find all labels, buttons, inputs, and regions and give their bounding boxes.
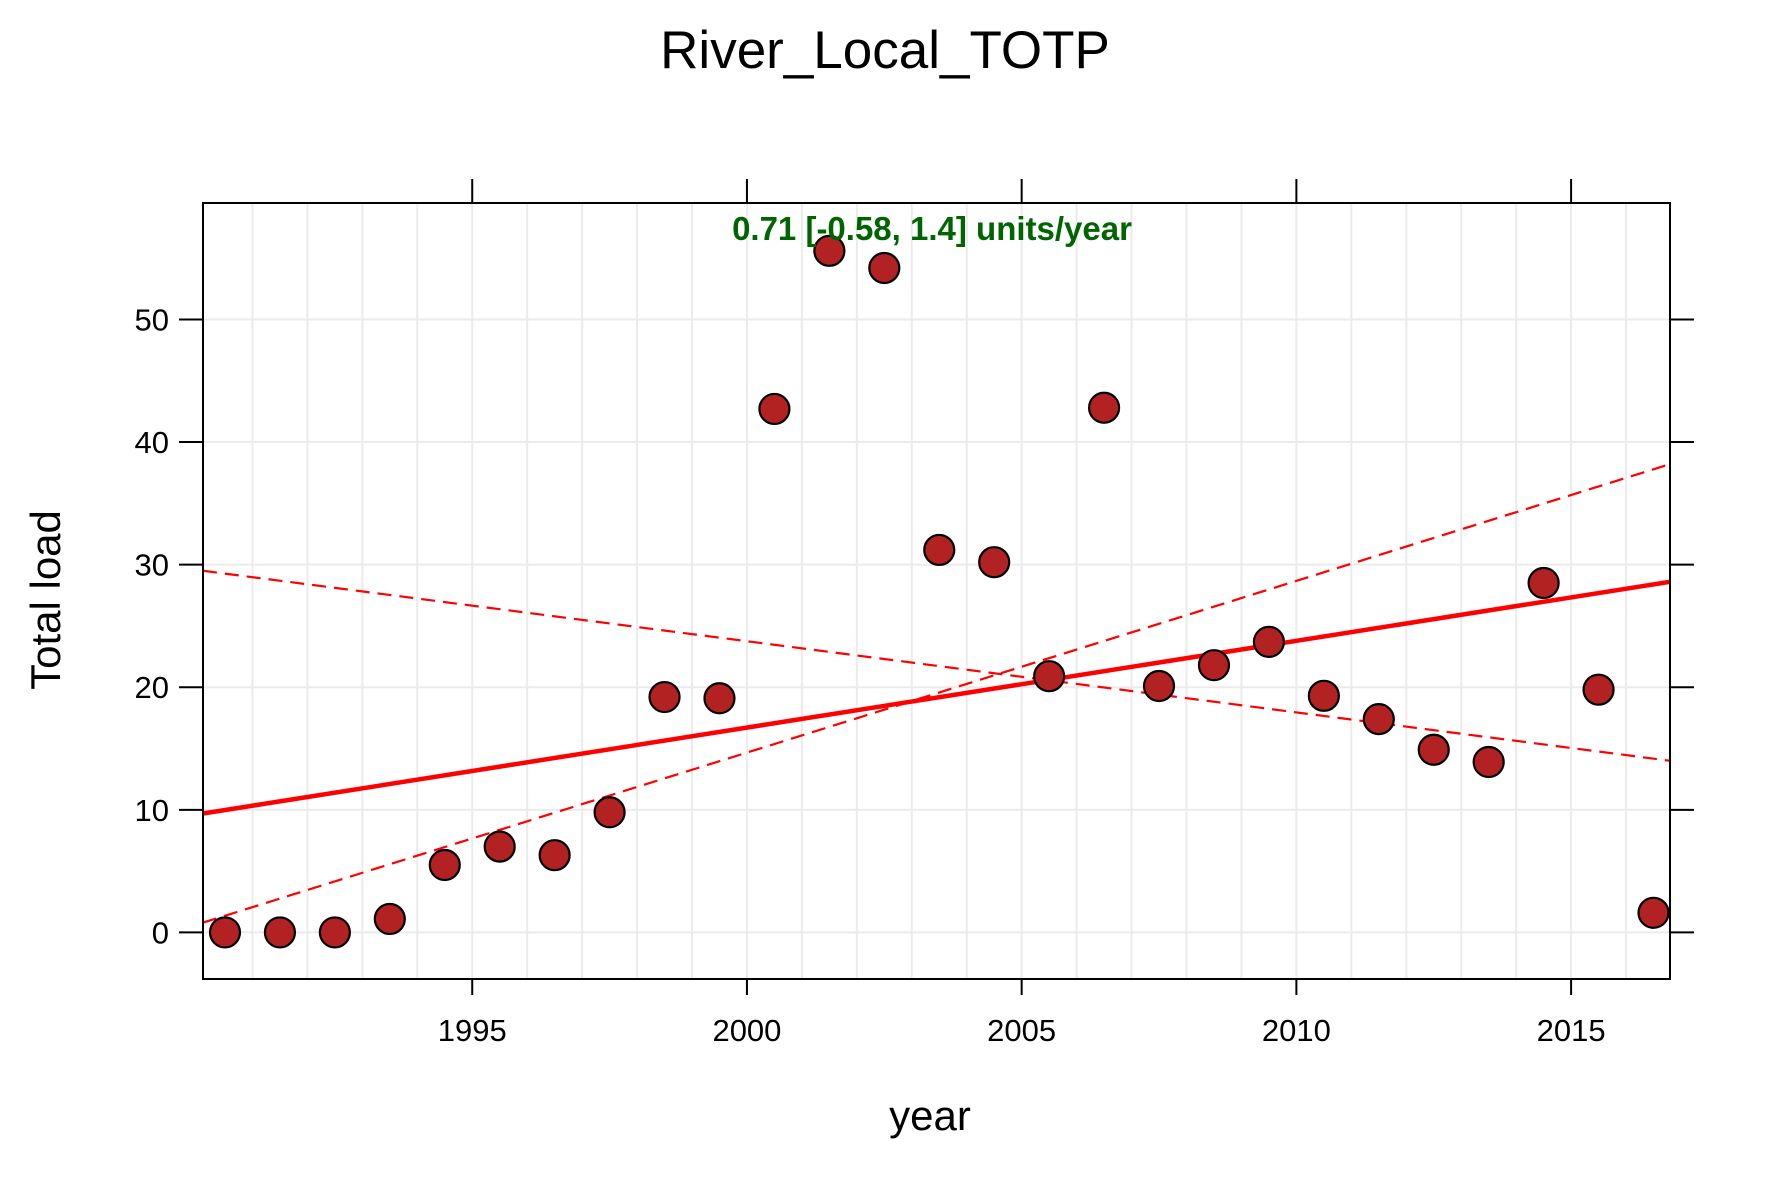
data-point — [593, 796, 626, 829]
data-point — [1307, 679, 1340, 712]
data-point — [1527, 566, 1560, 600]
plot-frame — [202, 202, 1671, 980]
data-point — [813, 234, 846, 267]
grid — [203, 203, 1670, 979]
data-point — [978, 546, 1011, 579]
x-tick-label: 2015 — [1537, 1013, 1606, 1048]
data-point — [648, 680, 681, 714]
data-point — [1417, 733, 1450, 766]
data-point — [1362, 703, 1395, 736]
data-points — [208, 234, 1670, 949]
y-tick-label: 50 — [135, 302, 169, 337]
trend-lines — [202, 463, 1671, 924]
data-point — [1637, 896, 1670, 929]
y-tick-label: 30 — [135, 548, 169, 583]
data-point — [538, 839, 571, 872]
y-tick-label: 40 — [135, 425, 169, 460]
x-axis-title: year — [889, 1092, 971, 1139]
y-axis: 0 10 20 30 40 50 — [135, 302, 1694, 950]
data-point — [923, 533, 956, 567]
data-point — [868, 251, 901, 285]
y-axis-title: Total load — [22, 510, 69, 690]
chart-title: River_Local_TOTP — [660, 21, 1110, 80]
x-tick-label: 2005 — [987, 1013, 1056, 1048]
data-point — [1142, 669, 1176, 703]
y-tick-label: 20 — [135, 670, 169, 705]
data-point — [1582, 673, 1615, 706]
data-point — [373, 902, 406, 936]
data-point — [1033, 660, 1066, 693]
data-point — [758, 392, 791, 426]
data-point — [428, 848, 461, 882]
x-tick-label: 2010 — [1262, 1013, 1331, 1048]
trend-annotation: 0.71 [-0.58, 1.4] units/year — [732, 210, 1132, 247]
data-point — [483, 830, 516, 863]
y-tick-label: 10 — [135, 793, 169, 828]
data-point — [1252, 625, 1286, 658]
x-axis: 1995 2000 2005 2010 2015 — [438, 179, 1606, 1048]
data-point — [1197, 649, 1231, 682]
data-point — [1087, 391, 1121, 424]
confidence-line — [202, 569, 1671, 762]
data-point — [208, 916, 242, 949]
x-tick-label: 2000 — [712, 1013, 781, 1048]
x-tick-label: 1995 — [438, 1013, 507, 1048]
confidence-line — [202, 463, 1671, 924]
data-point — [263, 916, 297, 949]
data-point — [1472, 745, 1505, 779]
data-point — [703, 682, 736, 715]
data-point — [318, 916, 351, 949]
trend-line — [202, 579, 1671, 816]
y-tick-label: 0 — [152, 915, 169, 950]
